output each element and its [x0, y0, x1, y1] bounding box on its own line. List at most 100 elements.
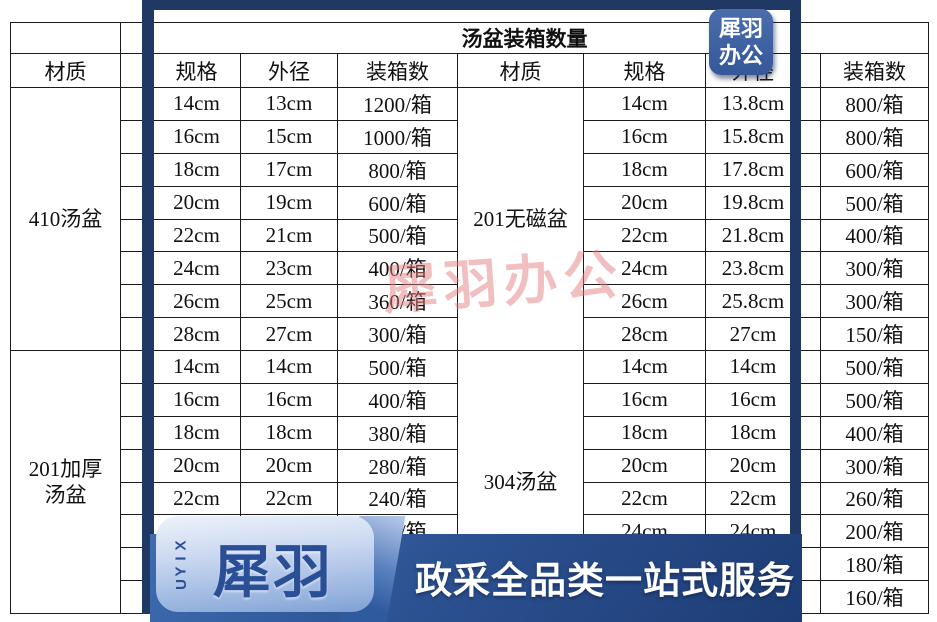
spec-cell: 20cm [152, 185, 241, 220]
qty-cell: 600/箱 [337, 185, 458, 220]
od-cell: 22cm [705, 481, 801, 516]
blank-cell [800, 152, 821, 187]
od-cell: 14cm [240, 350, 338, 384]
od-cell: 25cm [240, 284, 338, 319]
spec-cell: 24cm [152, 251, 241, 286]
qty-cell: 400/箱 [337, 251, 458, 286]
qty-cell: 600/箱 [819, 152, 930, 187]
od-cell: 23.8cm [705, 251, 801, 286]
od-cell: 20cm [240, 448, 338, 483]
material-cell: 410汤盆 [10, 87, 121, 351]
qty-cell: 1200/箱 [337, 87, 458, 121]
qty-cell: 300/箱 [819, 448, 930, 483]
blank-cell [800, 284, 821, 319]
table-row: 16cm 15cm 1000/箱 16cm 15.8cm 800/箱 [11, 119, 930, 154]
spec-cell: 14cm [152, 350, 241, 384]
brand-vertical-letter: U [172, 579, 190, 590]
qty-cell: 500/箱 [819, 382, 930, 417]
spec-cell: 24cm [583, 251, 706, 286]
spec-cell: 14cm [152, 87, 241, 121]
brand-vertical-letter: X [172, 540, 190, 551]
header-material-right: 材质 [457, 53, 584, 88]
badge-line2: 办公 [718, 43, 763, 68]
blank-cell [10, 22, 121, 54]
qty-cell: 300/箱 [819, 284, 930, 319]
spec-cell: 28cm [152, 317, 241, 351]
od-cell: 27cm [240, 317, 338, 351]
od-cell: 18cm [705, 415, 801, 450]
blank-cell [800, 350, 821, 384]
header-od-left: 外径 [240, 53, 338, 88]
frame-left-line [142, 0, 154, 614]
blank-cell [800, 87, 821, 121]
blank-cell [800, 547, 821, 582]
qty-cell: 240/箱 [337, 481, 458, 516]
od-cell: 27cm [705, 317, 801, 351]
blank-cell [800, 382, 821, 417]
spec-cell: 28cm [583, 317, 706, 351]
qty-cell: 400/箱 [819, 415, 930, 450]
table-row: 18cm 17cm 800/箱 18cm 17.8cm 600/箱 [11, 152, 930, 187]
od-cell: 23cm [240, 251, 338, 286]
qty-cell: 800/箱 [819, 87, 930, 121]
qty-cell: 800/箱 [337, 152, 458, 187]
blank-cell [800, 119, 821, 154]
header-material-left: 材质 [10, 53, 121, 88]
qty-cell: 380/箱 [337, 415, 458, 450]
qty-cell: 200/箱 [819, 514, 930, 549]
spec-cell: 20cm [152, 448, 241, 483]
table-row: 28cm 27cm 300/箱 28cm 27cm 150/箱 [11, 317, 930, 351]
spec-cell: 14cm [583, 350, 706, 384]
brand-logo-text: 犀羽 [212, 540, 333, 605]
spec-cell: 14cm [583, 87, 706, 121]
blank-cell [800, 415, 821, 450]
spec-cell: 22cm [583, 481, 706, 516]
material-cell: 201加厚 汤盆 [10, 350, 121, 614]
qty-cell: 500/箱 [337, 350, 458, 384]
header-row: 材质 规格 外径 装箱数 材质 规格 外径 装箱数 [10, 53, 930, 88]
qty-cell: 300/箱 [819, 251, 930, 286]
qty-cell: 180/箱 [819, 547, 930, 582]
frame-right-line [790, 0, 801, 622]
spec-cell: 20cm [583, 185, 706, 220]
table-row: 20cm 20cm 280/箱 20cm 20cm 300/箱 [11, 448, 930, 483]
blank-cell [800, 514, 821, 549]
header-blank-right [800, 53, 821, 88]
qty-cell: 800/箱 [819, 119, 930, 154]
brand-vertical-letter: I [172, 556, 190, 561]
spec-cell: 18cm [152, 152, 241, 187]
blank-cell [800, 185, 821, 220]
od-cell: 19cm [240, 185, 338, 220]
od-cell: 15cm [240, 119, 338, 154]
blank-cell [800, 448, 821, 483]
qty-cell: 150/箱 [819, 317, 930, 351]
od-cell: 15.8cm [705, 119, 801, 154]
header-spec-left: 规格 [152, 53, 241, 88]
table-title: 汤盆装箱数量 [119, 22, 930, 54]
od-cell: 21cm [240, 218, 338, 253]
brand-vertical-letter: Y [172, 566, 190, 577]
spec-cell: 18cm [152, 415, 241, 450]
table-row: 22cm 22cm 240/箱 22cm 22cm 260/箱 [11, 481, 930, 516]
blank-cell [800, 481, 821, 516]
blank-cell [800, 317, 821, 351]
od-cell: 25.8cm [705, 284, 801, 319]
od-cell: 16cm [240, 382, 338, 417]
qty-cell: 500/箱 [819, 185, 930, 220]
qty-cell: 400/箱 [337, 382, 458, 417]
qty-cell: 280/箱 [337, 448, 458, 483]
spec-cell: 26cm [583, 284, 706, 319]
od-cell: 13.8cm [705, 87, 801, 121]
od-cell: 14cm [705, 350, 801, 384]
spec-cell: 16cm [583, 119, 706, 154]
spec-cell: 18cm [583, 415, 706, 450]
spec-cell: 26cm [152, 284, 241, 319]
spec-cell: 22cm [583, 218, 706, 253]
header-spec-right: 规格 [583, 53, 706, 88]
od-cell: 20cm [705, 448, 801, 483]
badge-line1: 犀羽 [718, 15, 763, 41]
spec-cell: 16cm [152, 382, 241, 417]
header-qty-right: 装箱数 [819, 53, 930, 88]
spec-cell: 16cm [152, 119, 241, 154]
